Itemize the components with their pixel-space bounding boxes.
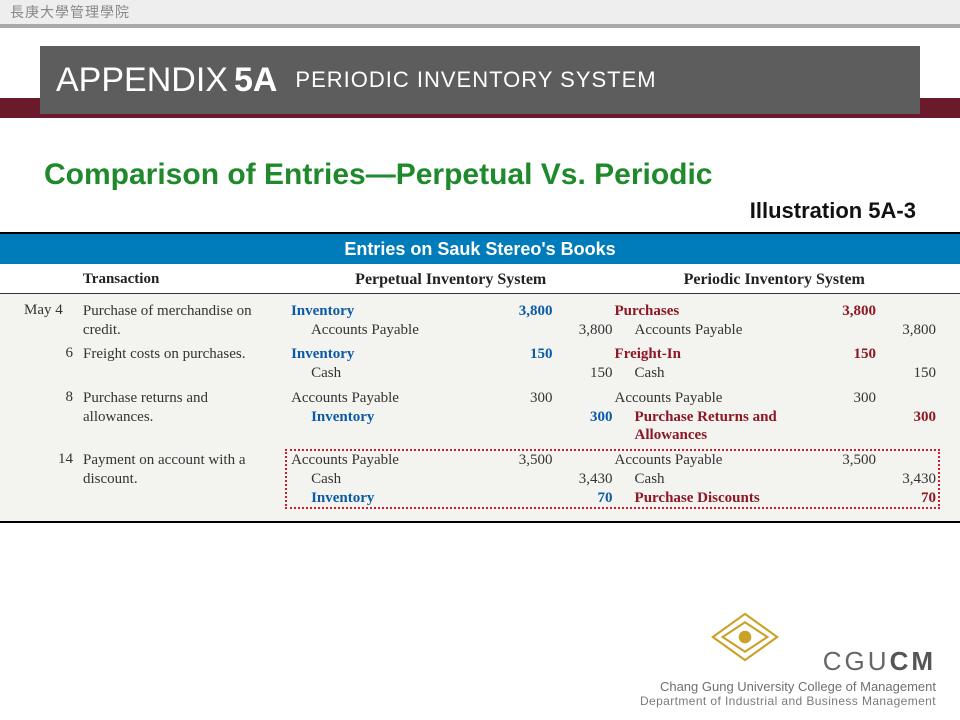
journal-line: Inventory150	[289, 345, 612, 364]
transaction-row: 14Payment on account with a discount.Acc…	[24, 449, 936, 511]
account-label: Accounts Payable	[289, 389, 492, 408]
account-label: Purchase Discounts	[613, 489, 816, 508]
periodic-entry-block: Accounts Payable300Purchase Returns and …	[613, 389, 936, 445]
journal-line: Accounts Payable 3,800	[612, 321, 936, 340]
account-label: Inventory	[289, 408, 492, 427]
header-transaction: Transaction	[83, 270, 289, 289]
debit-amount: 150	[493, 345, 553, 364]
page-headline: Comparison of Entries—Perpetual Vs. Peri…	[44, 158, 960, 192]
transaction-row: 8Purchase returns and allowances.Account…	[24, 387, 936, 449]
date-cell: 8	[24, 389, 83, 406]
journal-line: Inventory 300	[289, 408, 612, 427]
journal-line: Accounts Payable300	[613, 389, 936, 408]
journal-line: Accounts Payable300	[289, 389, 612, 408]
account-label: Inventory	[289, 302, 493, 321]
credit-amount: 300	[553, 408, 613, 427]
transaction-desc: Purchase returns and allowances.	[83, 389, 289, 427]
journal-line: Accounts Payable3,500	[613, 451, 936, 470]
credit-amount: 3,430	[553, 470, 613, 489]
debit-amount: 3,500	[816, 451, 876, 470]
appendix-word: APPENDIX	[56, 61, 228, 100]
footer-line1: Chang Gung University College of Managem…	[640, 679, 936, 694]
transaction-desc: Purchase of merchandise on credit.	[83, 302, 289, 340]
account-label: Purchases	[612, 302, 816, 321]
credit-amount: 3,800	[876, 321, 936, 340]
transaction-desc: Freight costs on purchases.	[83, 345, 289, 364]
account-label: Cash	[289, 470, 492, 489]
perpetual-entry-block: Inventory150Cash150	[289, 345, 612, 383]
account-label: Inventory	[289, 345, 492, 364]
account-label: Accounts Payable	[613, 389, 816, 408]
journal-line: Cash 150	[289, 364, 612, 383]
account-label: Accounts Payable	[613, 451, 816, 470]
transaction-row: May 4Purchase of merchandise on credit.I…	[24, 300, 936, 344]
debit-amount: 3,800	[816, 302, 876, 321]
brand-light: CGU	[823, 646, 890, 676]
debit-amount: 3,800	[492, 302, 552, 321]
periodic-entry-block: Freight-In150Cash150	[613, 345, 936, 383]
journal-line: Cash 150	[613, 364, 936, 383]
account-label: Accounts Payable	[289, 321, 493, 340]
account-label: Accounts Payable	[612, 321, 816, 340]
journal-line: Accounts Payable 3,800	[289, 321, 613, 340]
institution-strip: 長庚大學管理學院	[0, 0, 960, 28]
header-periodic: Periodic Inventory System	[612, 271, 936, 289]
brand-bold: CM	[890, 646, 936, 676]
journal-line: Freight-In150	[613, 345, 936, 364]
header-perpetual: Perpetual Inventory System	[289, 271, 613, 289]
account-label: Purchase Returns and Allowances	[613, 408, 829, 446]
transaction-row: 6Freight costs on purchases.Inventory150…	[24, 343, 936, 387]
journal-line: Purchases3,800	[612, 302, 936, 321]
comparison-panel: Entries on Sauk Stereo's Books Transacti…	[0, 232, 960, 523]
debit-amount: 3,500	[493, 451, 553, 470]
credit-amount: 300	[882, 408, 936, 427]
institution-name: 長庚大學管理學院	[10, 2, 130, 22]
table-title-bar: Entries on Sauk Stereo's Books	[0, 234, 960, 264]
journal-line: Cash 3,430	[613, 470, 936, 489]
debit-amount: 300	[493, 389, 553, 408]
credit-amount: 70	[876, 489, 936, 508]
periodic-entry-block: Accounts Payable3,500Cash3,430Purchase D…	[613, 451, 936, 507]
account-label: Cash	[613, 364, 816, 383]
credit-amount: 150	[876, 364, 936, 383]
perpetual-entry-block: Accounts Payable3,500Cash 3,430 Inventory 7…	[289, 451, 612, 507]
footer-brand: CGUCM	[640, 646, 936, 677]
account-label: Accounts Payable	[289, 451, 492, 470]
table-header-row: Transaction Perpetual Inventory System P…	[0, 264, 960, 294]
credit-amount: 3,800	[552, 321, 612, 340]
footer-line2: Department of Industrial and Business Ma…	[640, 694, 936, 708]
date-cell: 14	[24, 451, 83, 468]
appendix-banner: APPENDIX 5A PERIODIC INVENTORY SYSTEM	[0, 46, 960, 134]
journal-line: Accounts Payable3,500	[289, 451, 612, 470]
illustration-label: Illustration 5A-3	[0, 198, 960, 224]
journal-line: Inventory3,800	[289, 302, 613, 321]
perpetual-entry-block: Accounts Payable300Inventory300	[289, 389, 612, 427]
credit-amount: 70	[553, 489, 613, 508]
journal-line: Inventory 70	[289, 489, 612, 508]
banner-box: APPENDIX 5A PERIODIC INVENTORY SYSTEM	[40, 46, 920, 114]
account-label: Cash	[289, 364, 492, 383]
account-label: Cash	[613, 470, 816, 489]
appendix-number: 5A	[234, 61, 277, 100]
account-label: Inventory	[289, 489, 492, 508]
credit-amount: 3,430	[876, 470, 936, 489]
banner-subtitle: PERIODIC INVENTORY SYSTEM	[295, 67, 656, 93]
journal-line: Cash 3,430	[289, 470, 612, 489]
account-label: Freight-In	[613, 345, 816, 364]
transaction-desc: Payment on account with a discount.	[83, 451, 289, 489]
periodic-entry-block: Purchases3,800Accounts Payable3,800	[612, 302, 936, 340]
journal-line: Purchase Returns and Allowances 300	[613, 408, 936, 446]
footer: CGUCM Chang Gung University College of M…	[640, 646, 936, 708]
debit-amount: 150	[816, 345, 876, 364]
date-cell: May 4	[24, 302, 83, 319]
debit-amount: 300	[816, 389, 876, 408]
date-cell: 6	[24, 345, 83, 362]
table-body: May 4Purchase of merchandise on credit.I…	[0, 294, 960, 522]
credit-amount: 150	[553, 364, 613, 383]
perpetual-entry-block: Inventory3,800Accounts Payable3,800	[289, 302, 613, 340]
journal-line: Purchase Discounts 70	[613, 489, 936, 508]
